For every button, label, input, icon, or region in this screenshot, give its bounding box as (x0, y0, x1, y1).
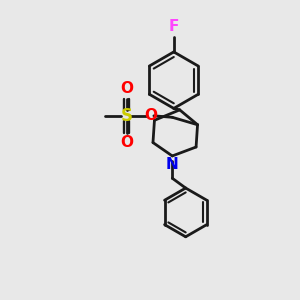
Text: O: O (120, 135, 133, 150)
Text: O: O (144, 108, 158, 123)
Text: N: N (166, 157, 179, 172)
Text: O: O (120, 81, 133, 96)
Text: F: F (169, 19, 179, 34)
Text: S: S (121, 107, 133, 125)
